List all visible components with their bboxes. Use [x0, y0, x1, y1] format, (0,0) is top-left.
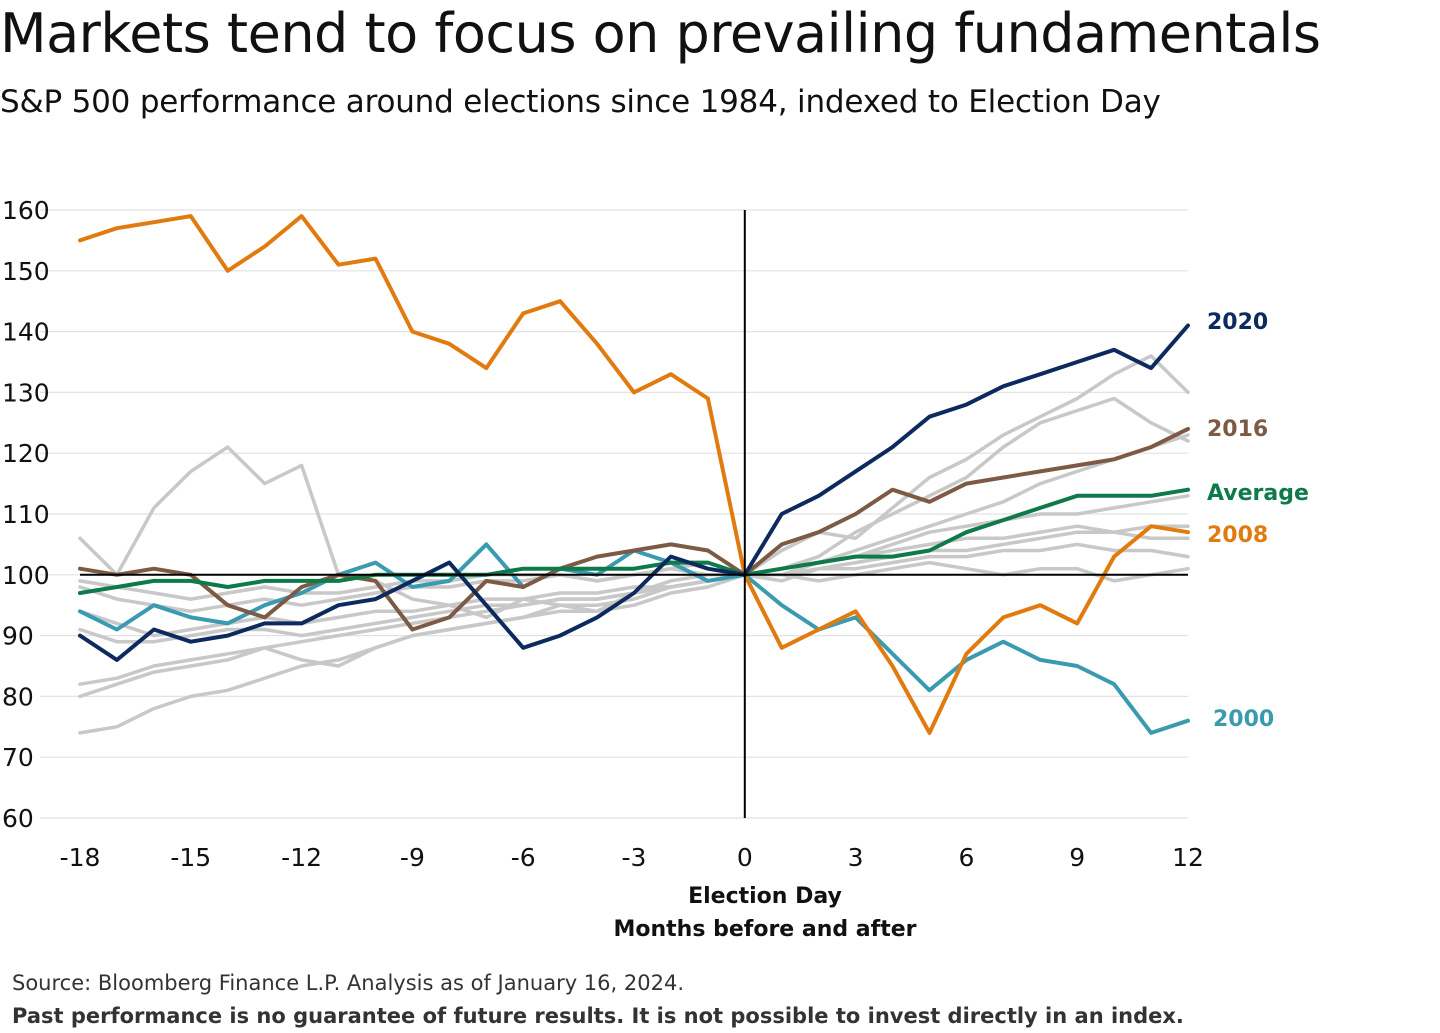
- y-tick-label: 70: [2, 743, 34, 772]
- x-tick-label: -12: [281, 843, 322, 872]
- chart-subtitle: S&P 500 performance around elections sin…: [0, 84, 1161, 120]
- x-axis-sublabel: Months before and after: [613, 917, 917, 942]
- series-line-average: [78, 487, 1190, 595]
- series-line-2016: [78, 426, 1190, 632]
- y-tick-label: 140: [2, 318, 50, 347]
- series-labels: 2000 2008 2016 Average 2020: [1207, 310, 1309, 732]
- series-line-other-b: [78, 396, 1190, 735]
- series-line-2008: [78, 214, 1190, 735]
- y-tick-label: 60: [2, 804, 34, 833]
- series-line-other-a: [78, 354, 1190, 620]
- x-axis-label: Election Day: [688, 884, 842, 909]
- y-tick-label: 110: [2, 500, 50, 529]
- x-axis-ticks: -18 -15 -12 -9 -6 -3 0 3 6 9 12: [60, 843, 1204, 872]
- y-tick-label: 150: [2, 257, 50, 286]
- x-tick-label: -18: [60, 843, 101, 872]
- series-lines: [78, 214, 1190, 735]
- disclaimer-note: Past performance is no guarantee of futu…: [12, 1004, 1184, 1028]
- reference-lines: [80, 210, 1188, 818]
- x-tick-label: 9: [1069, 843, 1085, 872]
- series-label-2000: 2000: [1213, 707, 1274, 732]
- y-tick-label: 120: [2, 439, 50, 468]
- y-tick-label: 160: [2, 196, 50, 225]
- x-tick-label: -3: [622, 843, 647, 872]
- series-label-average: Average: [1207, 481, 1309, 506]
- series-line-2020: [78, 323, 1190, 662]
- x-tick-label: 12: [1172, 843, 1204, 872]
- source-note: Source: Bloomberg Finance L.P. Analysis …: [12, 971, 684, 995]
- series-label-2008: 2008: [1207, 523, 1268, 548]
- x-tick-label: -9: [400, 843, 425, 872]
- x-tick-label: -6: [511, 843, 536, 872]
- y-tick-label: 80: [2, 682, 34, 711]
- y-tick-label: 130: [2, 378, 50, 407]
- y-axis-ticks: 60 70 80 90 100 110 120 130 140 150 160: [2, 196, 50, 833]
- x-tick-label: 0: [737, 843, 753, 872]
- series-label-2020: 2020: [1207, 310, 1268, 335]
- x-tick-label: 3: [848, 843, 864, 872]
- x-tick-label: 6: [958, 843, 974, 872]
- series-label-2016: 2016: [1207, 417, 1268, 442]
- x-tick-label: -15: [170, 843, 211, 872]
- y-tick-label: 90: [2, 622, 34, 651]
- y-tick-label: 100: [2, 561, 50, 590]
- chart-title: Markets tend to focus on prevailing fund…: [0, 2, 1321, 65]
